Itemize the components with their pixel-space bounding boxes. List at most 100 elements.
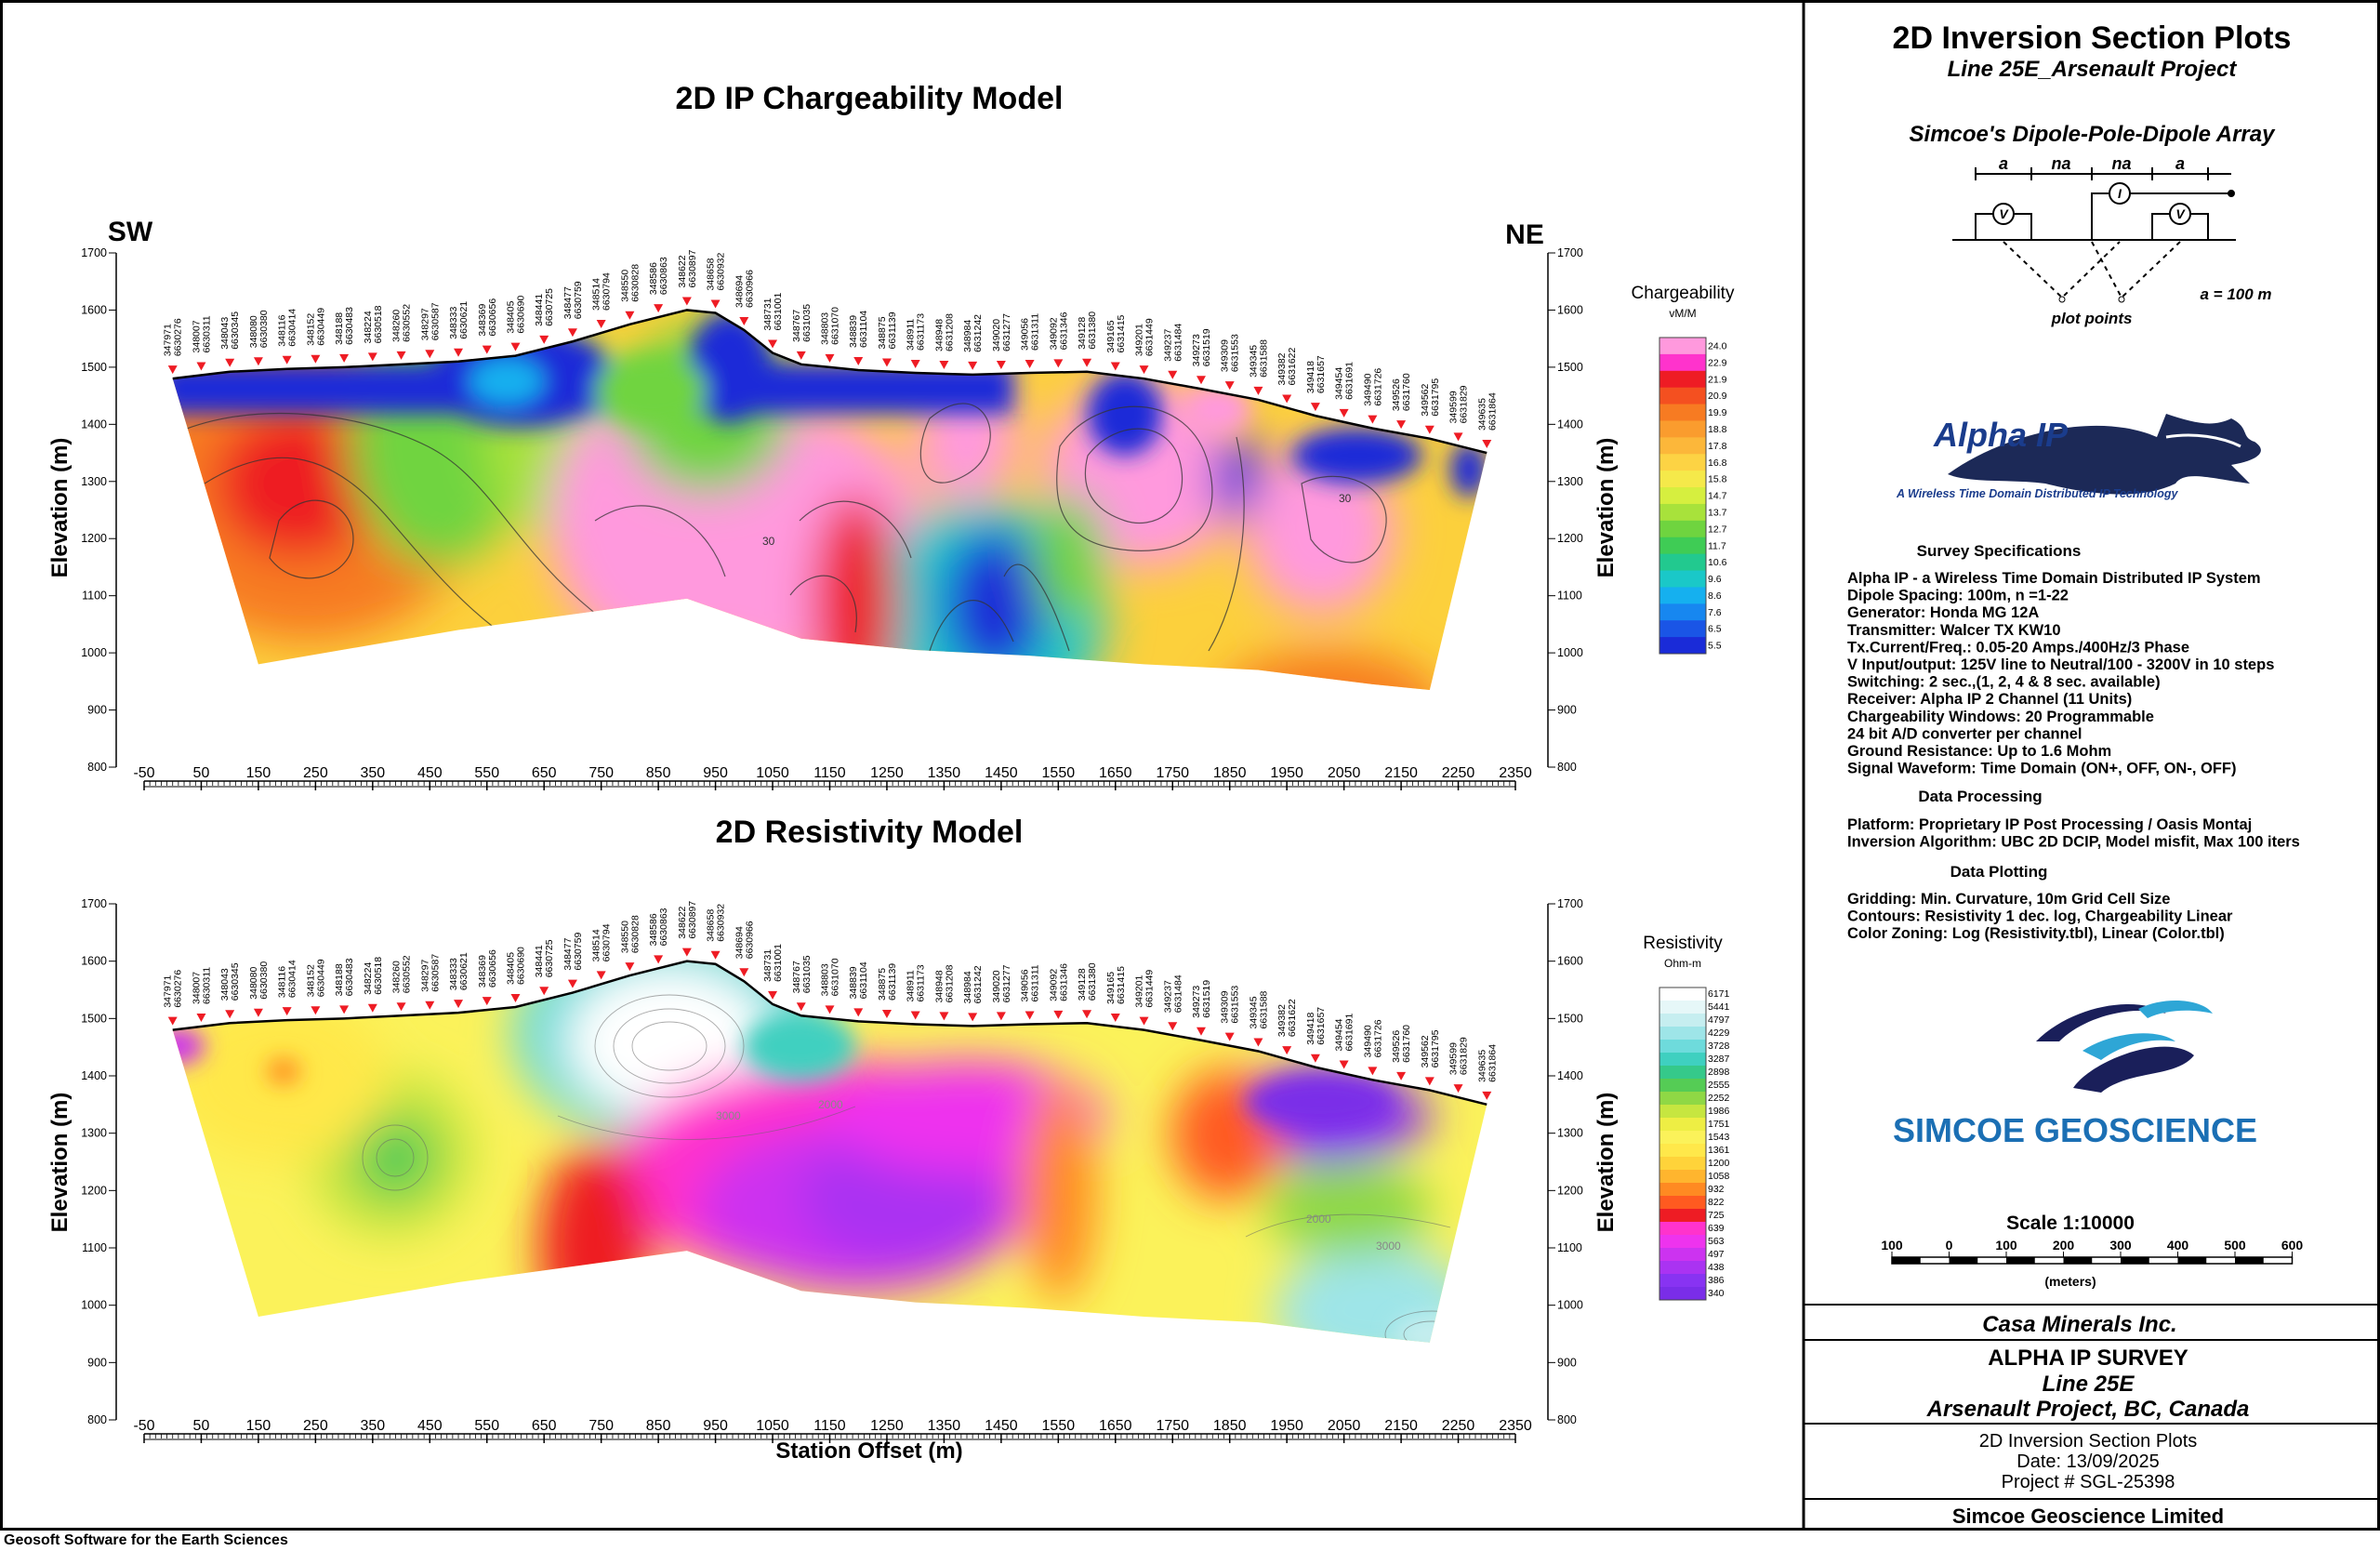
station-label: 349165 6631415 [1105,314,1127,352]
station-northing: 6631070 [830,307,841,345]
station-marker [739,316,749,325]
station-easting: 348586 [648,262,659,295]
station-label: 348514 6630794 [591,923,613,961]
station-easting: 348116 [277,966,288,998]
station-label: 349382 6631622 [1276,347,1298,385]
y-tick-label: 1500 [1557,1012,1583,1025]
y-tick-label: 1000 [1557,646,1583,659]
station-easting: 349309 [1220,990,1231,1023]
station-label: 348948 6631208 [933,313,955,351]
station-label: 349092 6631346 [1048,312,1069,350]
x-tick-label: 50 [193,1418,210,1434]
x-tick-label: 50 [193,765,210,781]
station-marker [1368,415,1378,424]
station-marker [710,950,721,960]
y-tick-label: 900 [87,704,107,717]
station-label: 349273 6631519 [1191,328,1212,366]
station-easting: 349273 [1191,334,1202,366]
station-label: 349382 6631622 [1276,999,1298,1037]
x-tick-label: 750 [588,765,614,781]
station-label: 349056 6631311 [1020,313,1041,351]
station-easting: 348043 [219,317,231,350]
simcoe-wordmark: SIMCOE GEOSCIENCE [1893,1111,2257,1149]
y-tick-label: 1100 [1557,590,1582,603]
legend-swatch [1659,570,1706,588]
plot-points-label: plot points [2051,310,2133,327]
chargeability-axes: -50 50 150 250 350 450 550 650 750 850 950 1050 1150… [81,246,1583,790]
y-tick-label: 900 [1557,1356,1577,1369]
y-tick-label: 1300 [81,475,107,488]
station-northing: 6630932 [716,252,727,290]
station-marker [1082,358,1092,367]
station-easting: 348007 [191,320,202,352]
legend-value: 6171 [1708,988,1730,1000]
station-northing: 6631415 [1116,966,1127,1004]
station-northing: 6631829 [1459,385,1470,423]
x-tick-label: 1350 [928,765,961,781]
plot-point-marker [2118,296,2125,303]
station-northing: 6630345 [230,312,241,350]
station-label: 348586 6630863 [648,908,669,946]
contour-label: 2000 [1306,1213,1331,1226]
station-northing: 6631242 [972,965,984,1003]
station-label: 348839 6631104 [848,961,869,999]
station-northing: 6631622 [1287,347,1298,385]
station-label: 349418 6631657 [1305,355,1327,393]
station-marker [1082,1010,1092,1019]
station-northing: 6631035 [801,955,813,993]
station-label: 349237 6631484 [1162,324,1183,362]
scale-tick-label: 200 [2053,1238,2075,1253]
station-marker [910,1011,920,1020]
legend-swatch [1659,603,1706,621]
station-northing: 6630449 [315,959,326,997]
station-marker [1196,376,1206,385]
station-easting: 348731 [762,298,774,330]
x-tick-label: 1650 [1099,765,1132,781]
y-tick-label: 1200 [1557,532,1583,545]
station-easting: 348043 [219,968,231,1001]
legend-swatch [1659,1027,1706,1041]
survey-specs-heading: Survey Specifications [1917,542,2082,560]
station-northing: 6630794 [602,923,613,961]
panel-subtitle: Line 25E_Arsenault Project [1948,57,2238,82]
station-marker [1224,1032,1235,1041]
legend-swatch [1659,520,1706,538]
i-symbol: I [2118,186,2122,201]
station-northing: 6631519 [1201,328,1212,366]
station-northing: 6630656 [487,949,498,988]
station-northing: 6631208 [944,313,955,351]
station-marker [996,360,1006,369]
station-easting: 348803 [820,963,831,996]
contour-label: 3000 [1376,1239,1401,1253]
x-tick-label: 250 [303,1418,328,1434]
station-northing: 6631173 [916,313,927,351]
legend-value: 340 [1708,1288,1725,1299]
station-easting: 349454 [1334,1018,1345,1051]
station-northing: 6631380 [1087,312,1098,350]
station-northing: 6630966 [744,921,755,959]
station-easting: 349165 [1105,320,1117,352]
station-easting: 349526 [1391,1030,1402,1063]
station-marker [339,1005,350,1014]
y-tick-label: 900 [1557,704,1577,717]
array-diagram [1952,167,2236,299]
station-northing: 6630690 [515,296,526,334]
contour-label: 30 [1339,492,1352,505]
station-easting: 349635 [1476,398,1488,431]
station-marker [396,1002,406,1012]
station-northing: 6631760 [1401,373,1412,411]
x-tick-label: 1050 [756,1418,789,1434]
station-easting: 349237 [1162,980,1173,1013]
station-northing: 6631657 [1316,355,1327,393]
x-tick-label: 1150 [813,765,846,781]
x-tick-label: 350 [360,765,385,781]
station-marker [196,1013,206,1022]
station-northing: 6631139 [887,963,898,1001]
y-tick-label: 1000 [1557,1299,1583,1312]
y-tick-label: 1500 [81,1012,107,1025]
station-northing: 6630656 [487,298,498,337]
station-easting: 348224 [363,962,374,995]
station-marker [654,955,664,964]
survey-specs-list: Alpha IP - a Wireless Time Domain Distri… [1847,570,2274,777]
station-marker [225,358,235,367]
